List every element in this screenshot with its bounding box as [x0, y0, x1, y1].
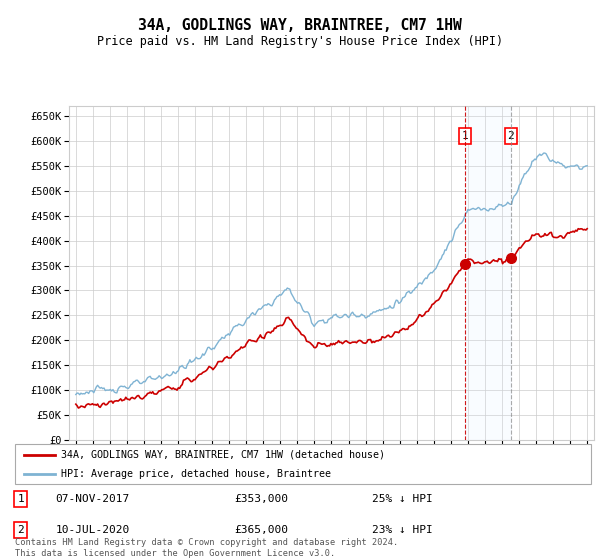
- Text: £365,000: £365,000: [234, 525, 288, 535]
- Text: 1: 1: [462, 131, 469, 141]
- Text: Contains HM Land Registry data © Crown copyright and database right 2024.
This d: Contains HM Land Registry data © Crown c…: [15, 538, 398, 558]
- Text: 07-NOV-2017: 07-NOV-2017: [55, 494, 130, 504]
- Text: 34A, GODLINGS WAY, BRAINTREE, CM7 1HW (detached house): 34A, GODLINGS WAY, BRAINTREE, CM7 1HW (d…: [61, 450, 385, 460]
- Bar: [466, 106, 511, 440]
- Text: 10-JUL-2020: 10-JUL-2020: [55, 525, 130, 535]
- Text: 2: 2: [17, 525, 24, 535]
- Text: 23% ↓ HPI: 23% ↓ HPI: [372, 525, 433, 535]
- Text: HPI: Average price, detached house, Braintree: HPI: Average price, detached house, Brai…: [61, 469, 331, 478]
- Text: Price paid vs. HM Land Registry's House Price Index (HPI): Price paid vs. HM Land Registry's House …: [97, 35, 503, 49]
- Text: 25% ↓ HPI: 25% ↓ HPI: [372, 494, 433, 504]
- Text: 34A, GODLINGS WAY, BRAINTREE, CM7 1HW: 34A, GODLINGS WAY, BRAINTREE, CM7 1HW: [138, 18, 462, 32]
- Text: 1: 1: [17, 494, 24, 504]
- Text: £353,000: £353,000: [234, 494, 288, 504]
- Text: 2: 2: [508, 131, 514, 141]
